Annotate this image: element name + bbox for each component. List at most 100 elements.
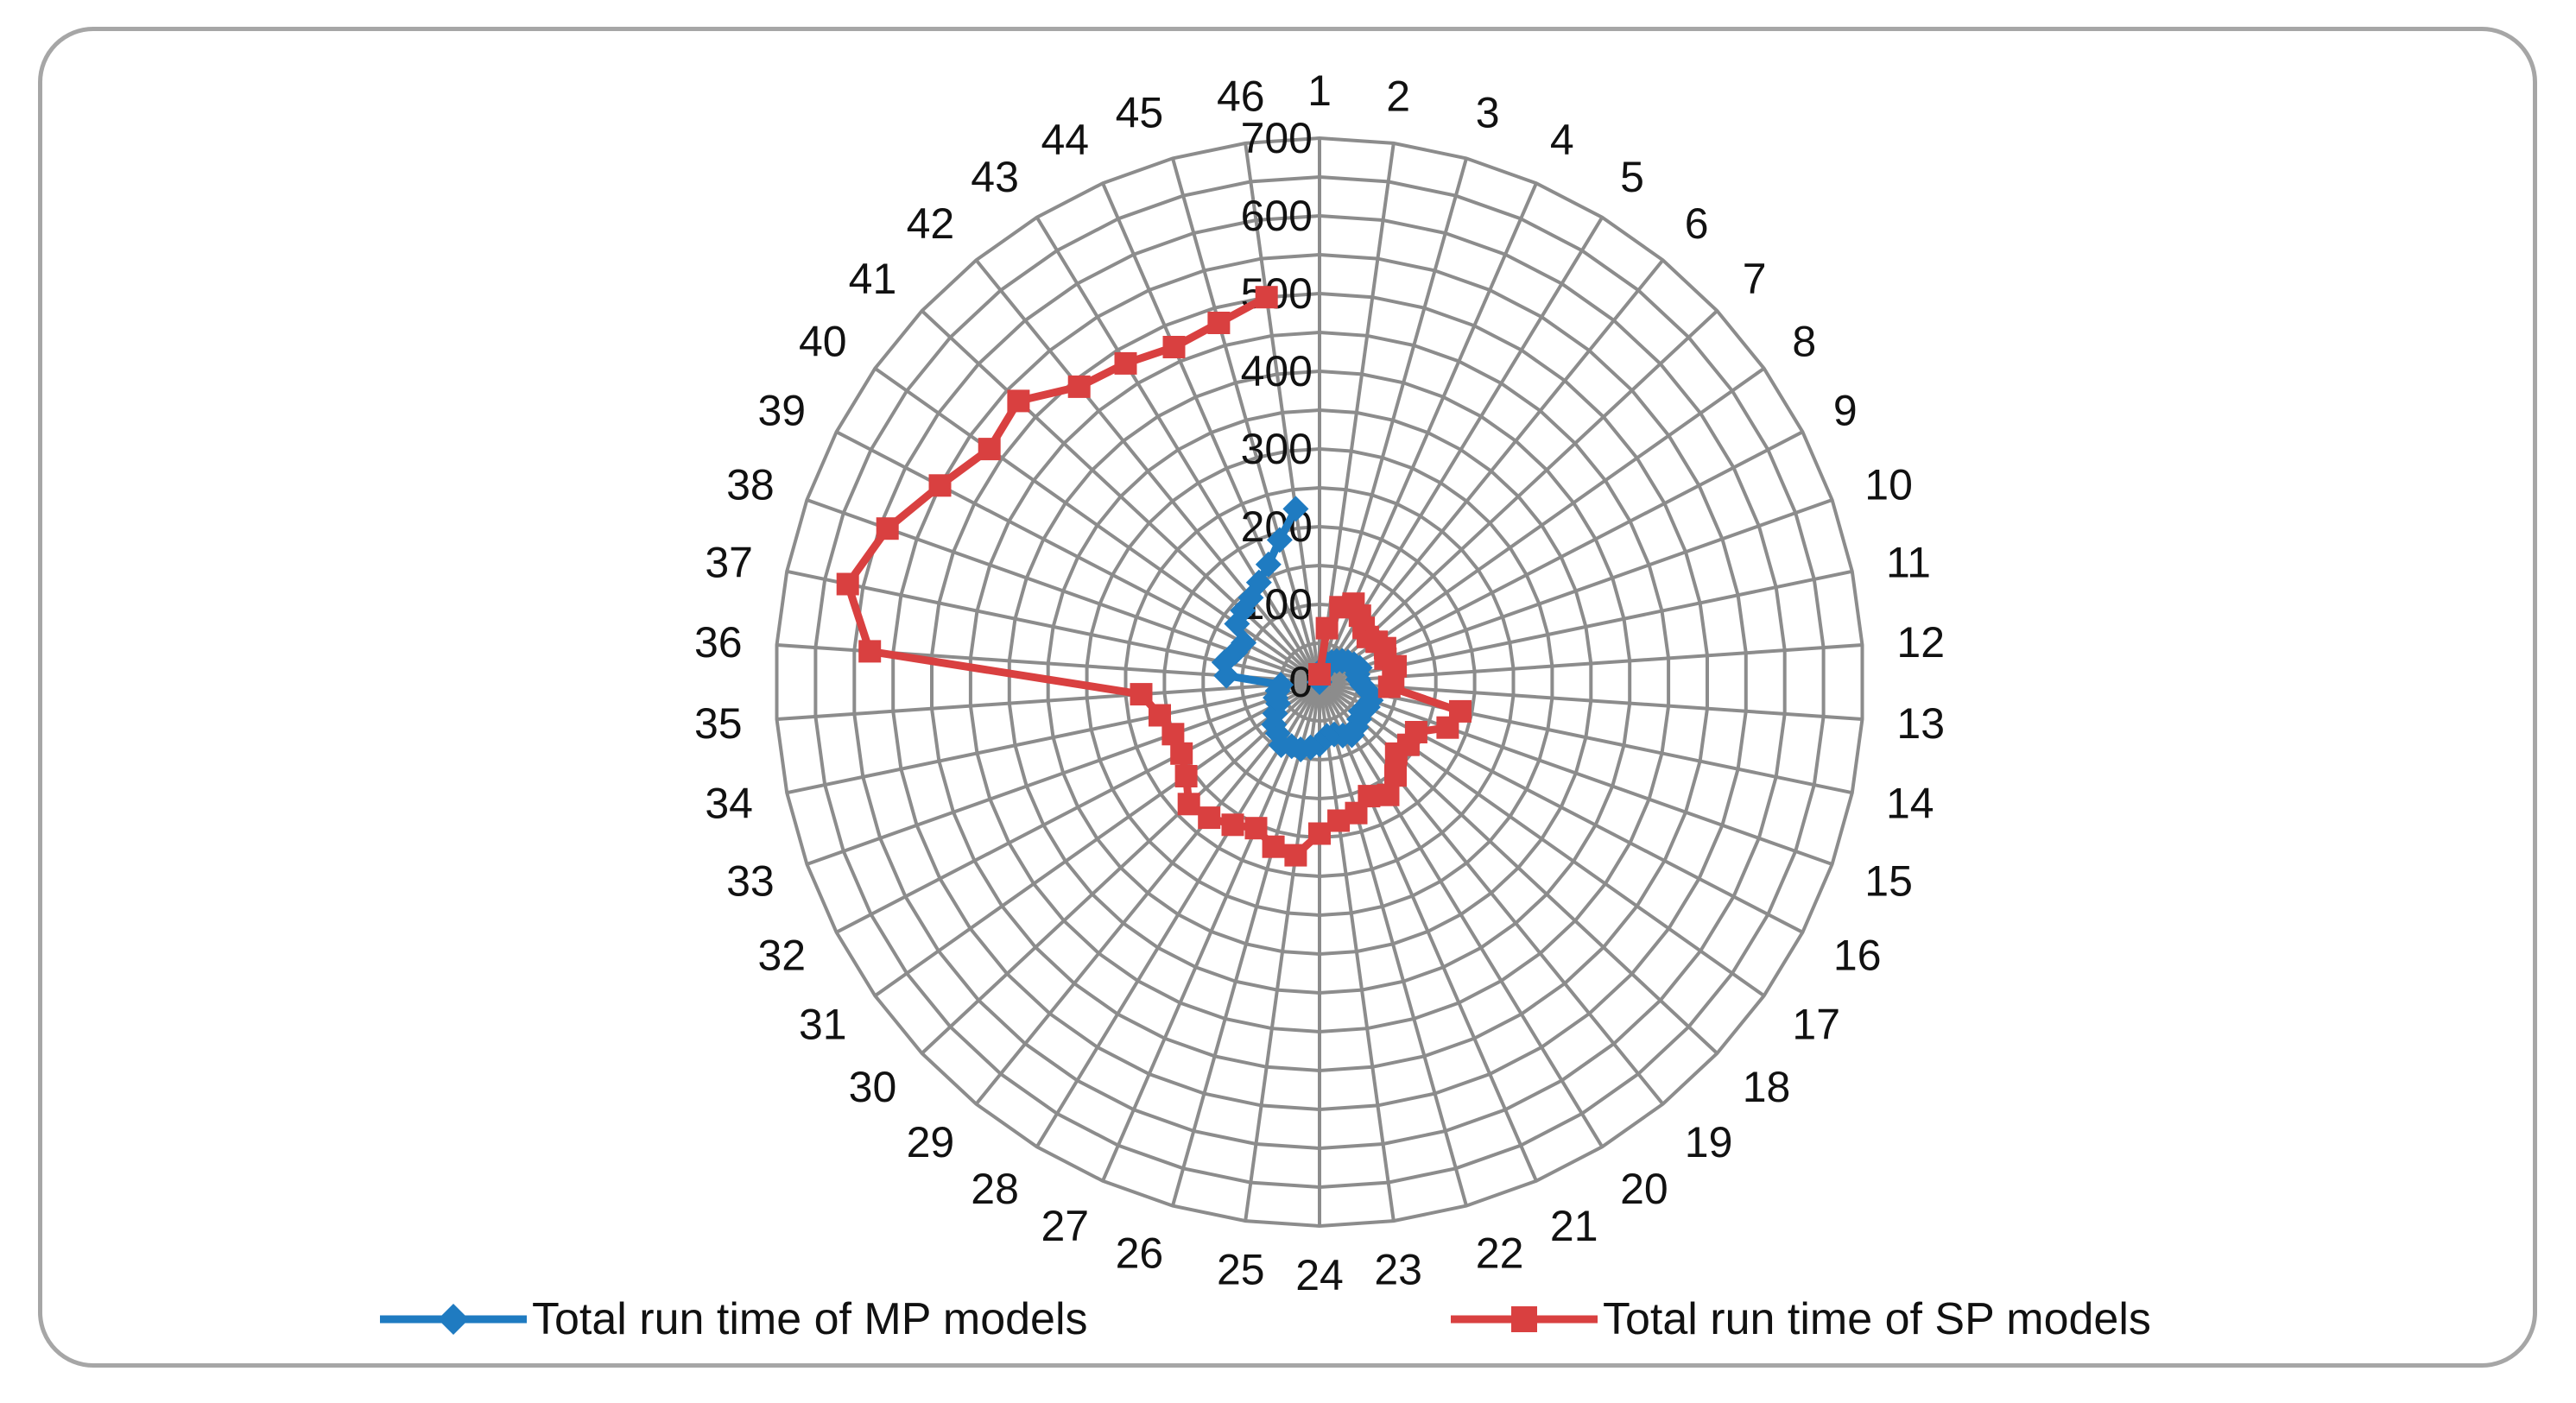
- category-label-33: 33: [726, 857, 775, 906]
- category-label-40: 40: [799, 317, 847, 365]
- data-point-sp-34: [1149, 704, 1171, 727]
- spoke-45: [1171, 157, 1321, 683]
- spoke-12: [1319, 643, 1863, 684]
- category-label-24: 24: [1295, 1251, 1344, 1299]
- data-point-mp-45: [1266, 527, 1293, 553]
- tick-label-700: 700: [1241, 114, 1313, 162]
- category-label-45: 45: [1116, 88, 1164, 136]
- data-point-sp-41: [1007, 389, 1030, 413]
- category-label-9: 9: [1833, 386, 1858, 434]
- spoke-11: [1319, 569, 1853, 684]
- data-point-sp-18: [1384, 742, 1408, 765]
- spoke-22: [1318, 681, 1468, 1207]
- data-point-mp-46: [1282, 496, 1309, 522]
- spoke-31: [874, 680, 1321, 997]
- spoke-34: [786, 680, 1320, 795]
- category-label-39: 39: [757, 386, 806, 434]
- spoke-26: [1171, 681, 1321, 1207]
- category-label-34: 34: [705, 780, 753, 828]
- spoke-46: [1244, 142, 1321, 683]
- category-label-26: 26: [1116, 1229, 1164, 1278]
- spoke-7: [1318, 309, 1718, 684]
- tick-label-600: 600: [1241, 192, 1313, 240]
- spoke-33: [806, 680, 1320, 866]
- data-point-sp-46: [1255, 286, 1278, 309]
- data-point-sp-40: [978, 438, 1001, 461]
- category-label-3: 3: [1476, 88, 1500, 136]
- spoke-27: [1101, 681, 1321, 1182]
- spoke-8: [1318, 367, 1765, 684]
- data-point-sp-36: [858, 640, 882, 663]
- data-point-mp-44: [1255, 551, 1282, 578]
- category-label-29: 29: [907, 1118, 955, 1166]
- data-point-sp-37: [836, 572, 859, 596]
- spoke-13: [1319, 680, 1863, 721]
- data-point-sp-1: [1308, 663, 1331, 686]
- legend-label-mp: Total run time of MP models: [532, 1294, 1088, 1344]
- data-point-sp-15: [1436, 716, 1459, 739]
- category-label-4: 4: [1550, 116, 1574, 164]
- category-label-14: 14: [1886, 780, 1934, 828]
- category-label-27: 27: [1041, 1202, 1089, 1250]
- spoke-14: [1319, 680, 1853, 795]
- data-point-sp-30: [1177, 793, 1200, 816]
- category-label-16: 16: [1833, 932, 1882, 980]
- category-label-5: 5: [1620, 153, 1644, 201]
- legend-swatch-sp: [1451, 1306, 1598, 1332]
- legend-label-sp: Total run time of SP models: [1603, 1294, 2151, 1344]
- category-label-17: 17: [1792, 1001, 1840, 1049]
- data-point-sp-28: [1221, 813, 1244, 837]
- category-label-25: 25: [1217, 1246, 1265, 1294]
- data-point-sp-24: [1308, 822, 1331, 845]
- series-layer: [836, 286, 1472, 867]
- data-point-sp-27: [1244, 817, 1268, 840]
- spoke-2: [1318, 142, 1396, 683]
- data-point-sp-42: [1067, 375, 1091, 398]
- spoke-28: [1035, 680, 1321, 1148]
- category-label-19: 19: [1685, 1118, 1733, 1166]
- spoke-10: [1319, 498, 1833, 684]
- spoke-21: [1318, 681, 1538, 1182]
- spoke-41: [921, 309, 1321, 684]
- category-label-11: 11: [1886, 538, 1931, 586]
- spoke-30: [921, 680, 1321, 1055]
- category-label-36: 36: [694, 618, 743, 667]
- category-label-38: 38: [726, 460, 775, 509]
- category-label-41: 41: [849, 255, 897, 303]
- spoke-9: [1319, 430, 1804, 684]
- spoke-32: [835, 680, 1320, 934]
- category-label-1: 1: [1307, 66, 1332, 115]
- spoke-16: [1319, 680, 1804, 934]
- category-label-30: 30: [849, 1063, 897, 1111]
- series-sp: [836, 286, 1472, 867]
- data-point-sp-32: [1170, 742, 1193, 765]
- category-label-21: 21: [1550, 1202, 1598, 1250]
- data-point-sp-43: [1114, 351, 1137, 375]
- data-point-mp-43: [1245, 569, 1272, 596]
- spoke-40: [874, 367, 1321, 684]
- spoke-23: [1318, 681, 1396, 1222]
- category-label-12: 12: [1896, 618, 1945, 667]
- category-label-2: 2: [1386, 72, 1410, 120]
- data-point-sp-38: [876, 517, 899, 540]
- radar-spokes: [776, 138, 1863, 1226]
- category-label-18: 18: [1743, 1063, 1791, 1111]
- category-label-15: 15: [1864, 857, 1913, 906]
- data-point-sp-33: [1161, 723, 1185, 746]
- spoke-44: [1101, 182, 1321, 683]
- category-label-20: 20: [1620, 1165, 1668, 1213]
- data-point-mp-35: [1268, 672, 1294, 698]
- category-label-22: 22: [1476, 1229, 1524, 1278]
- series-mp: [1211, 496, 1384, 762]
- category-label-13: 13: [1896, 699, 1945, 748]
- data-point-sp-2: [1315, 616, 1339, 640]
- category-labels: 1 2 34567891011121314151617181920212223242…: [694, 66, 1945, 1299]
- category-label-37: 37: [705, 538, 753, 586]
- spoke-19: [1318, 680, 1665, 1105]
- category-label-43: 43: [971, 153, 1019, 201]
- spoke-25: [1244, 681, 1321, 1222]
- tick-label-300: 300: [1241, 425, 1313, 473]
- category-label-6: 6: [1685, 199, 1709, 248]
- spoke-17: [1318, 680, 1765, 997]
